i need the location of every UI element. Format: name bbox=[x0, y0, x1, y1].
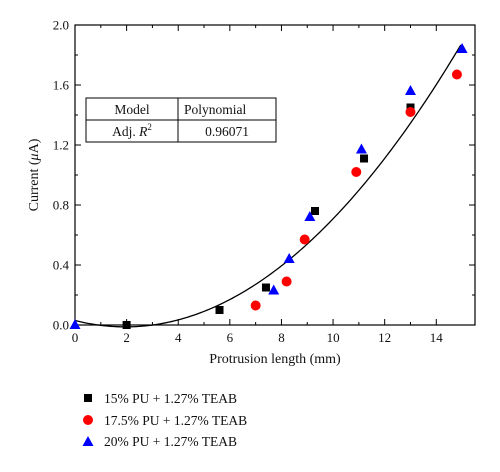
point-series0-4 bbox=[360, 154, 369, 163]
stats-table-row-label: Adj. R2 bbox=[112, 122, 152, 139]
y-tick-label: 0.0 bbox=[53, 318, 69, 333]
fit-curve-polynomial bbox=[74, 44, 462, 328]
legend-label-17-5pu: 17.5% PU + 1.27% TEAB bbox=[104, 413, 247, 428]
point-series2-6 bbox=[456, 43, 468, 53]
legend-marker-17-5pu bbox=[83, 415, 93, 425]
point-series2-4 bbox=[355, 143, 367, 154]
x-tick-label: 2 bbox=[123, 330, 130, 345]
legend: 15% PU + 1.27% TEAB 17.5% PU + 1.27% TEA… bbox=[82, 391, 247, 449]
point-series2-3 bbox=[304, 211, 316, 221]
point-series0-1 bbox=[215, 306, 224, 314]
legend-label-15pu: 15% PU + 1.27% TEAB bbox=[104, 391, 237, 406]
plot-frame bbox=[74, 24, 476, 326]
point-series0-2 bbox=[261, 283, 270, 292]
point-series2-1 bbox=[268, 284, 280, 295]
axis-tick-labels: 0 2 4 6 8 10 12 14 0.0 0.4 0.8 1.2 1.6 2.0 bbox=[53, 18, 444, 346]
stats-table-header-model: Model bbox=[114, 102, 149, 117]
x-tick-label: 4 bbox=[175, 330, 182, 345]
x-tick-label: 12 bbox=[378, 330, 391, 345]
legend-marker-15pu bbox=[84, 394, 92, 402]
y-tick-label: 2.0 bbox=[53, 18, 69, 33]
stats-table-row-value: 0.96071 bbox=[205, 124, 249, 139]
x-tick-label: 10 bbox=[327, 330, 340, 345]
point-series1-2 bbox=[299, 234, 310, 245]
axis-ticks bbox=[74, 24, 475, 326]
point-series1-3 bbox=[351, 167, 362, 177]
x-tick-label: 6 bbox=[227, 330, 234, 345]
y-tick-label: 1.2 bbox=[53, 138, 69, 153]
stats-table-header-polynomial: Polynomial bbox=[184, 102, 247, 117]
y-tick-label: 0.8 bbox=[53, 198, 69, 213]
point-series1-1 bbox=[281, 276, 292, 287]
point-series2-0 bbox=[69, 319, 81, 329]
stats-table: Model Polynomial Adj. R2 0.96071 bbox=[85, 97, 277, 143]
legend-label-20pu: 20% PU + 1.27% TEAB bbox=[104, 434, 237, 449]
x-tick-label: 14 bbox=[430, 330, 444, 345]
legend-marker-20pu bbox=[82, 436, 94, 446]
point-series1-0 bbox=[250, 300, 261, 311]
y-tick-label: 0.4 bbox=[53, 258, 70, 273]
x-axis-title: Protrusion length (mm) bbox=[209, 352, 341, 367]
y-axis-title: Current (μA) bbox=[27, 138, 42, 211]
point-series0-0 bbox=[122, 321, 131, 329]
y-tick-label: 1.6 bbox=[53, 78, 70, 93]
point-series1-4 bbox=[405, 107, 416, 117]
point-series0-3 bbox=[311, 207, 319, 215]
point-series1-5 bbox=[451, 69, 462, 80]
x-tick-label: 0 bbox=[72, 330, 79, 345]
point-series2-5 bbox=[404, 85, 416, 95]
point-series2-2 bbox=[283, 253, 295, 263]
x-tick-label: 8 bbox=[278, 330, 285, 345]
data-points bbox=[69, 43, 468, 329]
